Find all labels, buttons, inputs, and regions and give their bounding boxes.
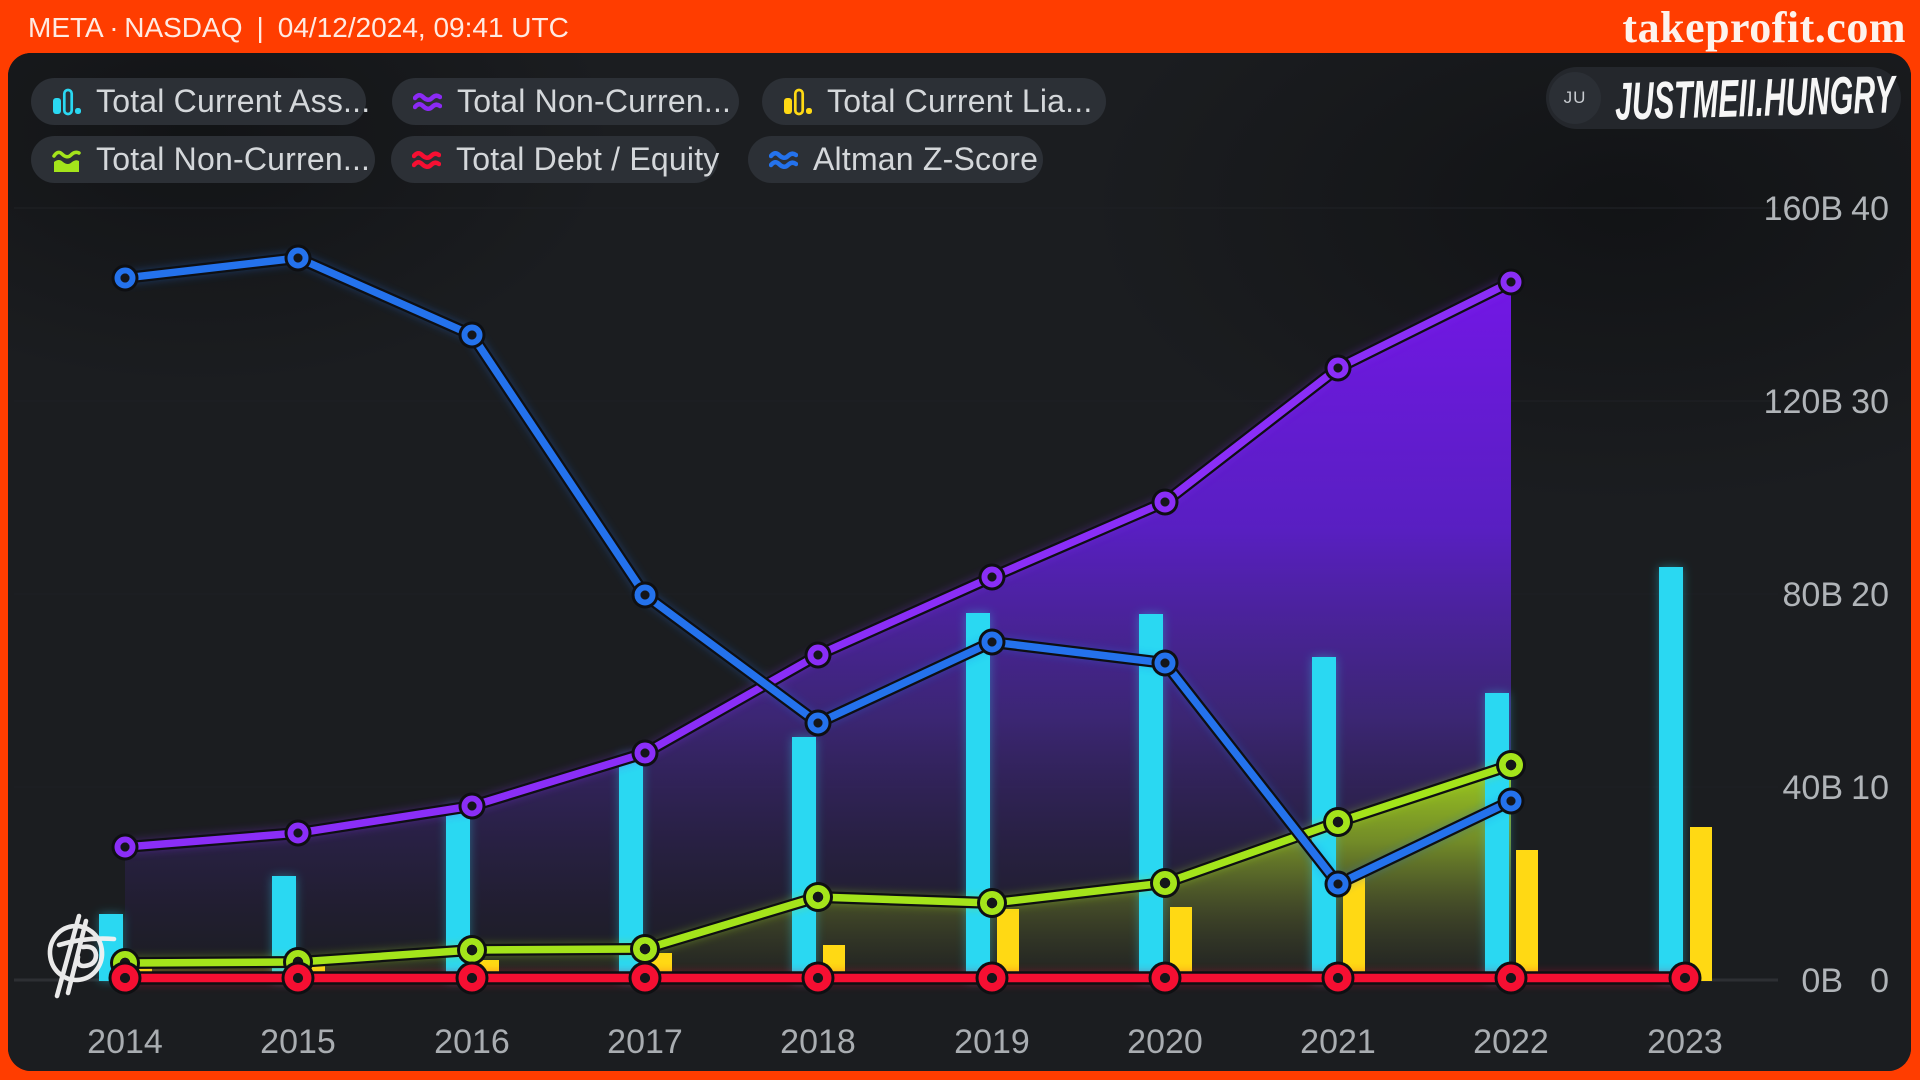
svg-text:2018: 2018 [780,1023,856,1061]
svg-text:10: 10 [1851,769,1889,807]
svg-text:2020: 2020 [1127,1023,1203,1061]
svg-text:20: 20 [1851,576,1889,614]
svg-text:2019: 2019 [954,1023,1030,1061]
svg-text:2022: 2022 [1473,1023,1549,1061]
svg-text:JUSTMEII.HUNGRY: JUSTMEII.HUNGRY [1614,69,1898,127]
svg-text:80B: 80B [1783,576,1844,614]
svg-text:0B: 0B [1801,962,1843,1000]
svg-text:2014: 2014 [87,1023,163,1061]
svg-text:2016: 2016 [434,1023,510,1061]
svg-text:40B: 40B [1783,769,1844,807]
svg-text:40: 40 [1851,190,1889,228]
svg-text:0: 0 [1870,962,1889,1000]
svg-text:2017: 2017 [607,1023,683,1061]
svg-text:2015: 2015 [260,1023,336,1061]
svg-text:2021: 2021 [1300,1023,1376,1061]
svg-text:2023: 2023 [1647,1023,1723,1061]
svg-text:160B: 160B [1764,190,1843,228]
svg-text:120B: 120B [1764,383,1843,421]
svg-text:30: 30 [1851,383,1889,421]
